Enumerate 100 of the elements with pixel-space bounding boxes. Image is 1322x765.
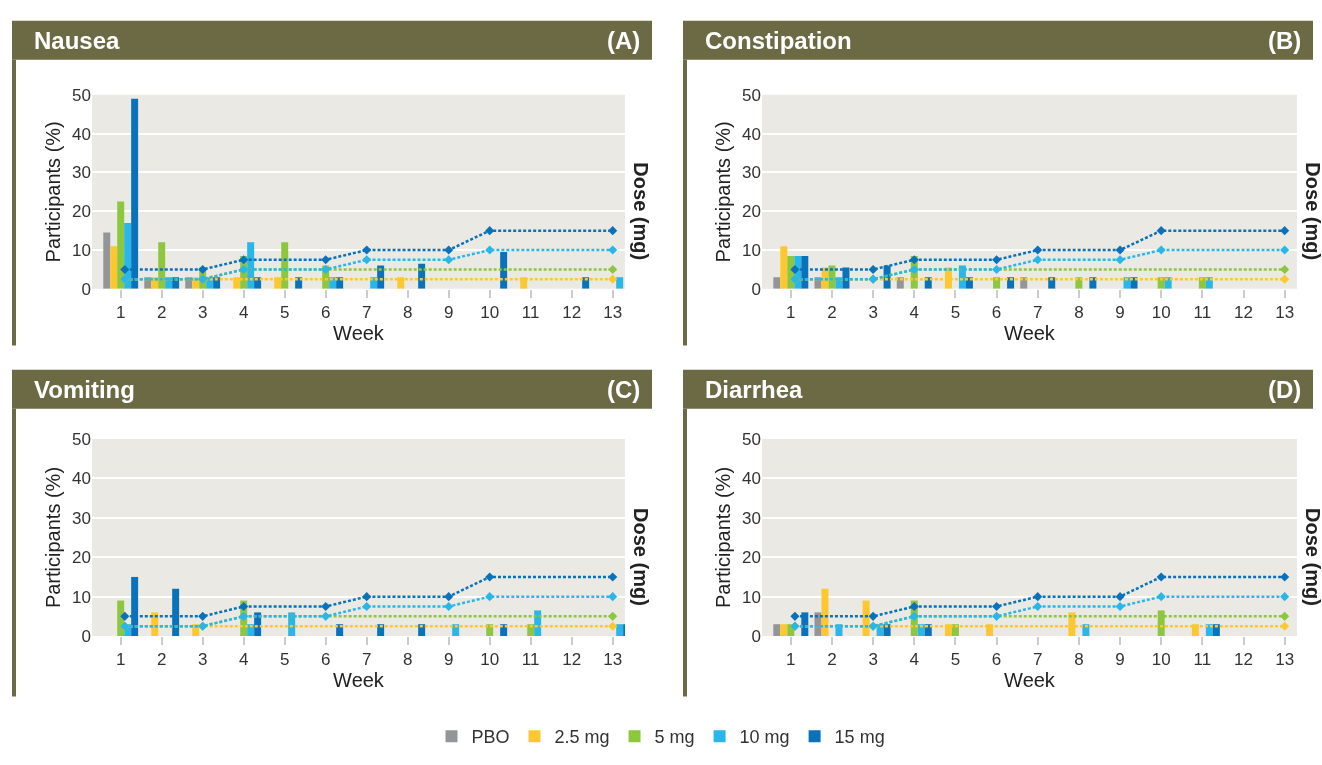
point [239,255,249,265]
y-tick-label: 10 [742,241,761,261]
bar [773,277,781,289]
bar [1082,624,1090,637]
x-tick-label: 10 [480,650,500,670]
x-tick-label: 2 [156,303,167,323]
point [868,264,878,275]
x-tick-label: 12 [1234,650,1253,670]
x-tick-label: 8 [1074,303,1084,323]
text: (A) [607,27,641,54]
point [1280,245,1290,255]
point [321,264,331,275]
point [868,611,878,621]
y-tick-label: 20 [72,202,91,222]
y2-axis-title: Dose (mg) [1302,162,1322,261]
bar [418,624,426,637]
x-tick-label: 5 [279,650,290,670]
point [362,245,372,255]
y-tick-label: 50 [72,430,91,449]
x-tick-label: 12 [562,650,582,670]
point [1115,601,1125,612]
x-tick-label: 9 [1115,303,1125,323]
x-tick-label: 3 [197,650,208,670]
point [1280,592,1290,602]
point [444,255,454,265]
legend-label: 2.5 mg [554,727,610,748]
x-axis-title: Week [1004,322,1056,345]
y-tick-label: 50 [72,85,91,105]
text: (C) [607,376,641,403]
point [321,611,331,621]
y-axis-title: Participants (%) [711,121,734,263]
y-tick-label: 0 [751,626,761,646]
x-tick-label: 10 [1151,303,1171,323]
point [1280,264,1290,275]
x-axis-title: Week [333,322,385,345]
x-tick-label: 9 [443,650,454,670]
bar [1212,624,1220,637]
x-tick-label: 13 [1275,650,1295,670]
point [444,245,454,255]
x-tick-label: 11 [1193,650,1212,670]
bar [862,600,870,637]
y-axis-title: Participants (%) [41,466,64,609]
x-tick-label: 13 [603,303,623,323]
y-tick-label: 0 [81,279,91,299]
point [608,592,618,602]
x-tick-label: 13 [603,650,623,670]
bar [616,277,624,289]
legend-label: 5 mg [654,727,695,748]
point [608,245,618,255]
point [1033,255,1043,265]
point [120,611,130,621]
x-tick-label: 6 [320,303,331,323]
bar [821,588,829,637]
chart-title: Vomiting [34,376,135,403]
x-tick-label: 4 [909,303,919,323]
point [992,601,1002,612]
legend-label: 15 mg [834,727,885,748]
y-tick-label: 50 [742,430,761,449]
bar [158,242,166,289]
point [790,611,800,621]
point [1280,621,1290,631]
x-tick-label: 7 [361,303,372,323]
y-tick-label: 20 [742,548,761,568]
x-tick-label: 1 [786,650,796,670]
x-tick-label: 2 [156,650,167,670]
y-tick-label: 20 [742,202,761,222]
y-tick-label: 0 [751,279,761,299]
x-axis-title: Week [1004,669,1056,692]
y-tick-label: 40 [742,469,761,489]
text: (D) [1268,376,1302,403]
x-tick-label: 8 [402,650,413,670]
y-tick-label: 0 [81,626,91,646]
x-tick-label: 10 [1151,650,1171,670]
point [1156,245,1166,255]
x-tick-label: 5 [950,303,961,323]
point [608,226,618,236]
x-tick-label: 12 [562,303,582,323]
point [1280,226,1290,236]
bar [527,624,535,637]
x-tick-label: 3 [868,650,878,670]
point [608,274,618,284]
point [444,592,454,602]
point [485,592,495,602]
y2-axis-title: Dose (mg) [630,508,653,606]
x-tick-label: 12 [1234,303,1253,323]
point [444,601,454,612]
x-tick-label: 10 [480,303,500,323]
point [362,255,372,265]
point [485,226,495,236]
point [120,264,130,275]
x-axis-title: Week [333,669,385,692]
y-tick-label: 30 [742,508,761,528]
x-tick-label: 6 [991,303,1002,323]
point [992,611,1002,621]
x-tick-label: 2 [827,650,837,670]
x-tick-label: 5 [279,303,290,323]
y-tick-label: 30 [72,163,91,183]
bar [452,624,460,637]
point [1280,611,1290,621]
point [1033,592,1043,602]
